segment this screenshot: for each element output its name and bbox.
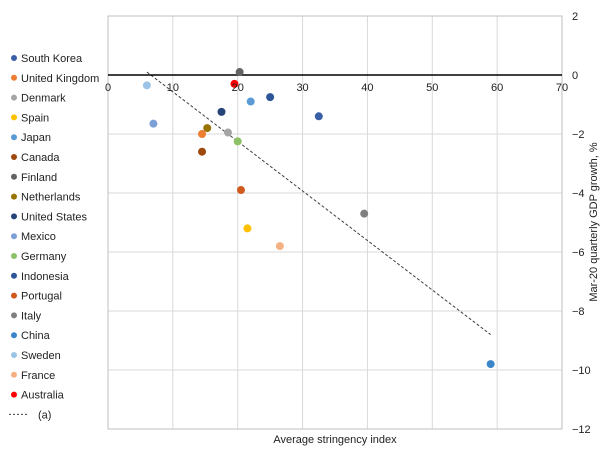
x-tick-label-60: 60 xyxy=(491,82,503,94)
legend-label-france: France xyxy=(21,370,55,382)
x-tick-label-20: 20 xyxy=(232,82,244,94)
x-tick-labels: 0 10 20 30 40 50 60 70 xyxy=(105,82,568,94)
legend-marker-finland xyxy=(11,173,17,180)
legend-marker-spain xyxy=(11,114,17,121)
x-tick-label-10: 10 xyxy=(167,82,179,94)
trendline xyxy=(146,71,491,335)
legend-label-portugal: Portugal xyxy=(21,291,62,303)
x-axis-title: Average stringency index xyxy=(273,434,397,446)
point-canada xyxy=(198,147,207,156)
point-indonesia xyxy=(266,93,275,102)
legend-label-australia: Australia xyxy=(21,390,65,402)
legend-label-china: China xyxy=(21,330,51,342)
legend-label-united-states: United States xyxy=(21,211,88,223)
legend-marker-sweden xyxy=(11,352,17,358)
legend-marker-canada xyxy=(11,154,17,160)
y-tick-label-5: −8 xyxy=(572,306,585,318)
x-tick-label-0: 0 xyxy=(105,82,111,94)
point-mexico xyxy=(149,119,158,128)
legend-label-indonesia: Indonesia xyxy=(21,271,70,283)
legend-marker-france xyxy=(11,371,17,378)
y-tick-label-0: 2 xyxy=(572,11,578,23)
legend-label-canada: Canada xyxy=(21,152,60,164)
point-finland xyxy=(235,68,244,77)
point-united-states xyxy=(217,107,226,116)
data-points xyxy=(142,68,495,369)
point-united-kingdom xyxy=(198,130,207,138)
legend-marker-germany xyxy=(11,253,17,259)
legend-marker-italy xyxy=(11,312,17,319)
legend-label-finland: Finland xyxy=(21,172,57,184)
axes xyxy=(107,15,563,430)
point-france xyxy=(275,242,284,251)
legend: South Korea United Kingdom Denmark Spain Jap… xyxy=(9,53,99,421)
legend-label-japan: Japan xyxy=(21,132,51,144)
x-tick-label-30: 30 xyxy=(296,82,308,94)
point-japan xyxy=(246,97,255,106)
legend-marker-portugal xyxy=(11,292,17,299)
legend-marker-china xyxy=(11,332,17,339)
point-denmark xyxy=(223,128,232,137)
plot-frame xyxy=(107,15,563,430)
legend-marker-south-korea xyxy=(11,55,17,61)
point-italy xyxy=(360,209,369,218)
y-axis-title: Mar-20 quarterly GDP growth, % xyxy=(588,142,600,302)
legend-marker-denmark xyxy=(11,94,17,101)
point-portugal xyxy=(236,186,245,195)
grid xyxy=(108,16,562,429)
point-australia xyxy=(230,79,239,88)
legend-marker-mexico xyxy=(11,233,17,240)
y-tick-labels: 2 0 −2 −4 −6 −8 −10 −12 xyxy=(572,11,591,436)
legend-marker-united-states xyxy=(11,213,17,220)
y-tick-label-2: −2 xyxy=(572,129,585,141)
point-spain xyxy=(243,224,252,233)
legend-label-netherlands: Netherlands xyxy=(21,192,81,204)
x-tick-label-70: 70 xyxy=(556,82,568,94)
legend-label-spain: Spain xyxy=(21,112,49,124)
legend-label-italy: Italy xyxy=(21,310,42,322)
legend-label-sweden: Sweden xyxy=(21,350,61,362)
legend-label-germany: Germany xyxy=(21,251,67,263)
point-sweden xyxy=(142,81,151,90)
legend-marker-united-kingdom xyxy=(11,74,17,81)
legend-label-united-kingdom: United Kingdom xyxy=(21,73,99,85)
y-tick-label-6: −10 xyxy=(572,365,591,377)
y-tick-label-3: −4 xyxy=(572,188,585,200)
point-netherlands xyxy=(203,124,212,133)
legend-label-mexico: Mexico xyxy=(21,231,56,243)
point-south-korea xyxy=(314,112,323,121)
point-germany xyxy=(233,137,242,146)
trendline-group xyxy=(146,71,491,335)
legend-marker-japan xyxy=(11,134,17,141)
x-tick-label-50: 50 xyxy=(426,82,438,94)
point-china xyxy=(486,360,495,369)
legend-marker-indonesia xyxy=(11,272,17,279)
legend-marker-australia xyxy=(11,391,17,398)
y-tick-label-7: −12 xyxy=(572,424,591,436)
legend-label-trendline: (a) xyxy=(38,409,51,421)
y-tick-label-4: −6 xyxy=(572,247,585,259)
legend-label-south-korea: South Korea xyxy=(21,53,83,65)
y-tick-label-1: 0 xyxy=(572,70,578,82)
legend-marker-netherlands xyxy=(11,193,17,200)
x-tick-label-40: 40 xyxy=(361,82,373,94)
legend-label-denmark: Denmark xyxy=(21,93,66,105)
